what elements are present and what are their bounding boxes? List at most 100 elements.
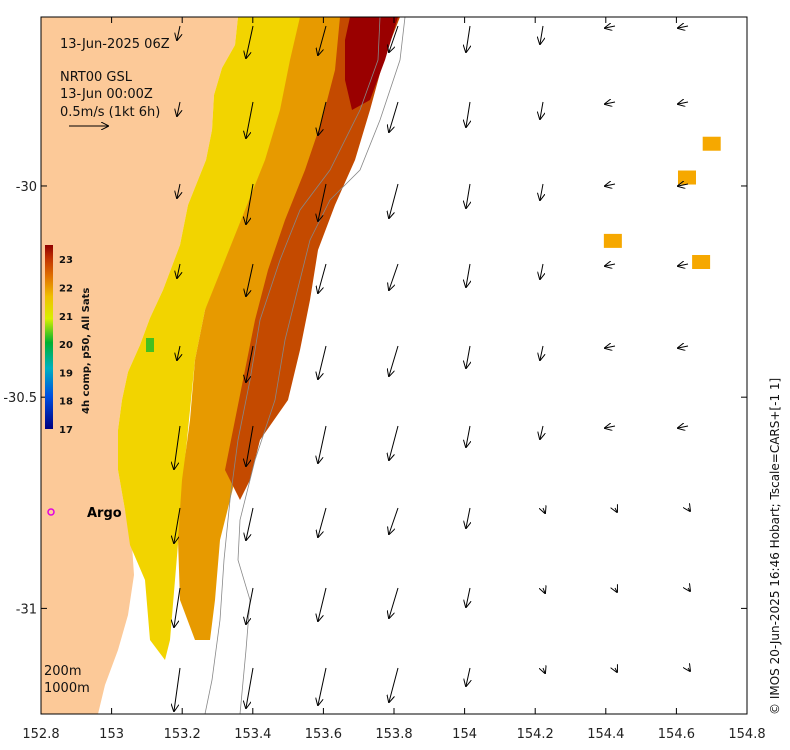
current-arrow [615, 668, 617, 672]
y-tick-label: -30 [16, 180, 37, 195]
current-arrow [177, 345, 180, 360]
product-name: NRT00 GSL [60, 70, 133, 85]
sst-band-warm [225, 17, 400, 500]
current-arrow [246, 667, 254, 708]
current-arrow [466, 101, 470, 127]
current-arrow [318, 263, 327, 293]
current-arrow [177, 25, 180, 40]
current-arrow [466, 667, 470, 686]
sst-patch [692, 255, 711, 270]
current-arrow [246, 587, 254, 624]
current-arrow [246, 263, 254, 296]
colorbar-title: 4h comp, p50, All Sats [81, 288, 92, 414]
current-arrow [605, 102, 616, 104]
colorbar [45, 245, 53, 429]
colorbar-tick-label: 17 [59, 425, 73, 436]
map-date: 13-Jun-2025 06Z [60, 37, 170, 52]
x-tick-label: 153.6 [305, 727, 342, 742]
contour-200m [204, 17, 381, 714]
x-tick-label: 153.4 [234, 727, 271, 742]
current-arrow [543, 508, 545, 513]
current-arrow [389, 101, 399, 132]
valid-time: 13-Jun 00:00Z [60, 87, 153, 102]
scale-label: 0.5m/s (1kt 6h) [60, 105, 160, 120]
contour-1000m [237, 17, 406, 714]
current-arrow [318, 101, 327, 135]
current-arrow [177, 263, 180, 278]
current-arrow [174, 425, 181, 469]
current-arrow [318, 587, 327, 621]
sst-patch [702, 136, 721, 151]
current-arrow [605, 346, 616, 348]
colorbar-tick-label: 23 [59, 255, 73, 266]
current-arrow [543, 588, 545, 593]
sst-band-hot [345, 17, 398, 110]
current-arrow [540, 425, 543, 439]
sst-band-mid [178, 17, 355, 640]
current-arrow [466, 425, 470, 447]
current-arrow [318, 345, 327, 379]
colorbar-tick-label: 18 [59, 397, 73, 408]
contour-1000m-label: 1000m [44, 681, 90, 696]
x-tick-label: 154.4 [587, 727, 624, 742]
current-arrow [688, 588, 690, 591]
current-arrow [605, 264, 616, 266]
current-arrow [678, 346, 689, 348]
current-arrow [246, 507, 254, 540]
x-tick-label: 152.8 [22, 727, 59, 742]
current-arrow [615, 588, 617, 592]
current-arrow [540, 183, 543, 200]
current-arrow [389, 507, 399, 534]
current-arrow [540, 25, 543, 44]
current-arrow [466, 183, 470, 208]
current-arrow [615, 508, 617, 512]
current-arrow [466, 263, 470, 287]
argo-marker [47, 508, 55, 516]
current-arrow [466, 587, 470, 607]
current-arrow [389, 345, 399, 376]
current-arrow [177, 183, 180, 198]
current-arrow [466, 507, 470, 528]
current-arrow [466, 345, 470, 368]
current-arrow [389, 25, 399, 52]
argo-label: Argo [87, 506, 122, 521]
contour-200m-label: 200m [44, 664, 81, 679]
current-arrow [389, 263, 399, 290]
current-arrow [246, 25, 254, 58]
current-arrow [540, 263, 543, 279]
current-arrow [246, 101, 254, 138]
colorbar-tick-label: 22 [59, 283, 73, 294]
y-tick-label: -31 [16, 602, 37, 617]
colorbar-tick-label: 20 [59, 340, 73, 351]
current-arrow [605, 426, 616, 428]
current-arrow [177, 101, 180, 116]
credit-text: © IMOS 20-Jun-2025 16:46 Hobart; Tscale=… [768, 378, 782, 715]
current-arrow [318, 25, 327, 55]
current-arrow [318, 667, 327, 705]
current-arrow [246, 183, 254, 224]
y-tick-label: -30.5 [3, 391, 37, 406]
current-arrow [678, 184, 689, 186]
current-arrow [678, 426, 689, 428]
current-arrow [605, 26, 616, 28]
land-mass [41, 17, 238, 714]
current-arrow [543, 668, 545, 673]
x-tick-label: 154 [452, 727, 477, 742]
sst-cool-pixel [146, 338, 154, 352]
current-arrow [678, 26, 689, 28]
current-arrow [678, 264, 689, 266]
sst-patch [677, 170, 696, 185]
current-arrow [246, 345, 254, 382]
x-tick-label: 154.6 [658, 727, 695, 742]
current-arrow [678, 102, 689, 104]
current-arrow [466, 25, 470, 52]
current-arrow [540, 101, 543, 119]
current-arrow [605, 184, 616, 186]
colorbar-tick-label: 21 [59, 312, 73, 323]
current-arrow [246, 425, 254, 466]
sst-patch [603, 233, 622, 248]
current-arrow [688, 508, 690, 511]
current-arrow [174, 587, 181, 627]
current-arrow [389, 667, 399, 702]
